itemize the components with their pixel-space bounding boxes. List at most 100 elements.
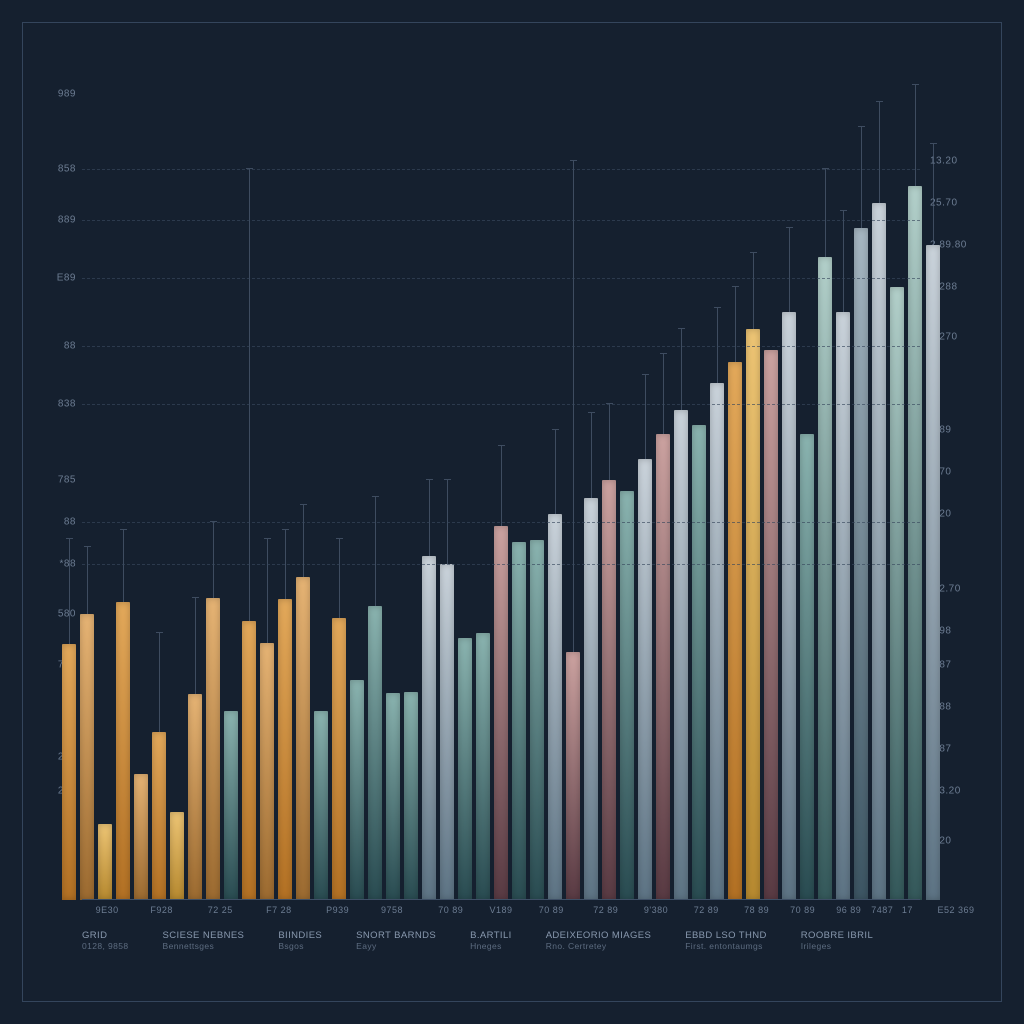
bar: [422, 556, 436, 900]
x-tick-label: 9'380: [644, 905, 668, 915]
x-tick-label: 72 89: [694, 905, 719, 915]
y-left-tick-label: *88: [59, 559, 76, 570]
x-tick-label: 9758: [381, 905, 403, 915]
bar: [98, 824, 112, 900]
bar: [476, 633, 490, 900]
y-left-tick-label: 580: [58, 609, 76, 620]
x-tick-label: 9E30: [96, 905, 119, 915]
bar-wick: [249, 169, 250, 621]
bar: [728, 362, 742, 900]
bar: [692, 425, 706, 900]
gridline: [82, 522, 920, 523]
legend-item-title: EBBD LSO THND: [685, 930, 767, 941]
bar-wick: [213, 522, 214, 598]
bar: [494, 526, 508, 900]
legend-item-title: GRID: [82, 930, 129, 941]
bar: [206, 598, 220, 900]
legend-item: B.ARTILIHneges: [470, 930, 512, 974]
legend-item-title: B.ARTILI: [470, 930, 512, 941]
bar: [80, 614, 94, 900]
bar-wick: [501, 446, 502, 526]
legend-item-sub: 0128, 9858: [82, 941, 129, 951]
bar: [224, 711, 238, 900]
x-tick-label: 72 25: [208, 905, 233, 915]
x-tick-label: 78 89: [744, 905, 769, 915]
bar: [116, 602, 130, 900]
bar-wick-cap: [282, 529, 289, 530]
bar-wick: [555, 430, 556, 514]
bar: [350, 680, 364, 900]
y-left-tick-label: 889: [58, 214, 76, 225]
legend: GRID0128, 9858SCIESE NEBNESBennettsgesBI…: [82, 930, 920, 974]
bar-wick-cap: [660, 353, 667, 354]
gridline: [82, 346, 920, 347]
bar-wick-cap: [840, 210, 847, 211]
bar-wick: [69, 539, 70, 644]
legend-item: SCIESE NEBNESBennettsges: [163, 930, 245, 974]
bar-wick: [645, 375, 646, 459]
legend-item-title: ADEIXEORIO MIAGES: [546, 930, 652, 941]
bar: [134, 774, 148, 900]
bar: [278, 599, 292, 900]
x-tick-label: 70 89: [438, 905, 463, 915]
bar: [566, 652, 580, 900]
bar: [458, 638, 472, 900]
bar-wick-cap: [570, 160, 577, 161]
bar-wick: [861, 127, 862, 228]
bar: [314, 711, 328, 900]
bar-wick: [303, 505, 304, 577]
bar: [836, 312, 850, 900]
y-right-tick-label: 13.20: [930, 155, 958, 166]
x-axis-ticks: 9E30F92872 25F7 28P939975870 89V18970 89…: [82, 905, 920, 921]
bar-wick-cap: [552, 429, 559, 430]
bar: [170, 812, 184, 900]
bar: [260, 643, 274, 900]
bar-wick-cap: [678, 328, 685, 329]
bar-wick-cap: [750, 252, 757, 253]
bar: [584, 498, 598, 900]
bar-wick: [915, 85, 916, 186]
legend-item: SNORT BARNDSEayy: [356, 930, 436, 974]
bar: [782, 312, 796, 900]
bar-wick: [429, 480, 430, 556]
bar-wick-cap: [426, 479, 433, 480]
bar-wick-cap: [714, 307, 721, 308]
bar-wick-cap: [858, 126, 865, 127]
legend-item: ADEIXEORIO MIAGESRno. Certretey: [546, 930, 652, 974]
bar-wick: [681, 329, 682, 410]
bar: [656, 434, 670, 900]
bar-wick-cap: [192, 597, 199, 598]
bar: [386, 693, 400, 900]
bar: [188, 694, 202, 900]
x-tick-label: 70 89: [539, 905, 564, 915]
x-axis-baseline: [82, 899, 920, 900]
bar-wick-cap: [84, 546, 91, 547]
bar-wick: [573, 161, 574, 652]
bar: [746, 329, 760, 900]
x-tick-label: 17: [902, 905, 913, 915]
bar: [368, 606, 382, 900]
bar-wick-cap: [66, 538, 73, 539]
bar-wick-cap: [588, 412, 595, 413]
legend-item-sub: Bennettsges: [163, 941, 245, 951]
x-tick-label: V189: [489, 905, 512, 915]
bar-wick: [267, 539, 268, 643]
bar-wick: [339, 539, 340, 618]
bar: [710, 383, 724, 900]
legend-item-sub: Rno. Certretey: [546, 941, 652, 951]
bar-wick-cap: [156, 632, 163, 633]
bar-wick: [663, 354, 664, 434]
legend-item-title: SNORT BARNDS: [356, 930, 436, 941]
bar: [404, 692, 418, 900]
legend-item-title: SCIESE NEBNES: [163, 930, 245, 941]
bar-wick: [375, 497, 376, 606]
x-tick-label: 70 89: [790, 905, 815, 915]
legend-item-sub: First. entontaumgs: [685, 941, 767, 951]
legend-item-sub: Hneges: [470, 941, 512, 951]
gridline: [82, 278, 920, 279]
y-left-tick-label: 88: [64, 517, 76, 528]
bar-wick: [159, 633, 160, 732]
bar: [926, 245, 940, 900]
bar-wick-cap: [930, 143, 937, 144]
bar: [548, 514, 562, 900]
